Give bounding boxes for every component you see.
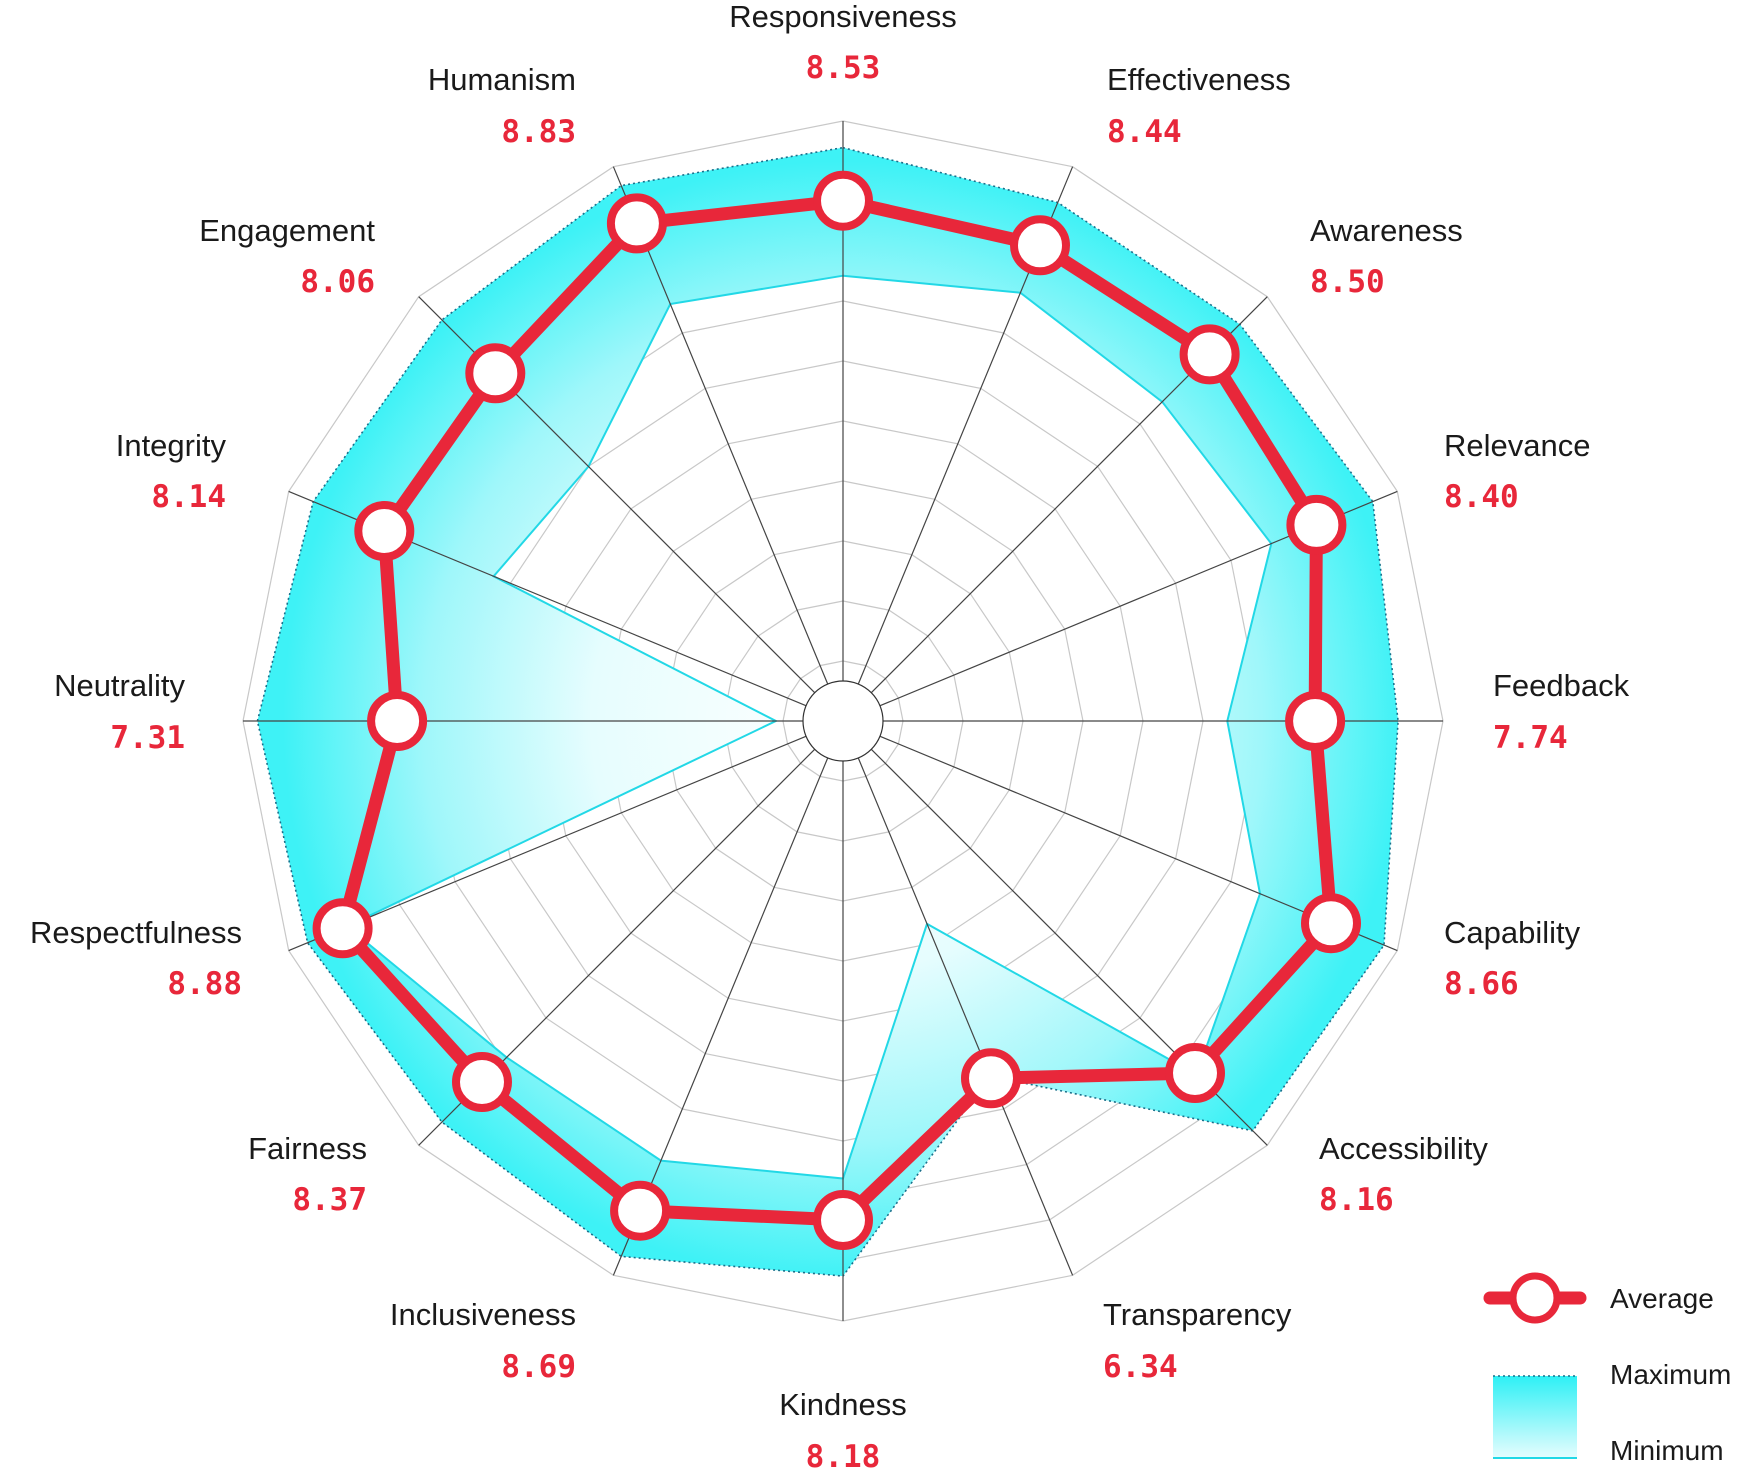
spoke-transparency [857, 757, 1074, 1276]
average-point-feedback [1285, 691, 1346, 751]
average-point-relevance [1286, 494, 1347, 555]
value-label-awareness: 8.50 [1310, 264, 1385, 300]
axis-labels: Responsiveness 8.53 Effectiveness 8.44 Aware… [30, 0, 1630, 1475]
value-label-feedback: 7.74 [1493, 720, 1568, 756]
average-point-capability [1301, 893, 1361, 954]
axis-label-kindness: Kindness [779, 1387, 907, 1422]
axis-label-fairness: Fairness [248, 1131, 367, 1166]
axis-label-transparency: Transparency [1103, 1297, 1292, 1332]
average-point-responsiveness [813, 170, 873, 231]
average-point-inclusiveness [610, 1180, 671, 1241]
average-point-effectiveness [1010, 215, 1070, 276]
average-point-respectfulness [312, 898, 373, 959]
value-label-humanism: 8.83 [501, 114, 576, 150]
axis-label-responsiveness: Responsiveness [729, 0, 956, 34]
axis-label-humanism: Humanism [428, 62, 576, 97]
legend-band-swatch [1493, 1376, 1577, 1458]
average-point-neutrality [367, 691, 428, 751]
value-label-capability: 8.66 [1444, 966, 1519, 1002]
axis-label-inclusiveness: Inclusiveness [390, 1297, 576, 1332]
axis-label-capability: Capability [1444, 915, 1581, 950]
axis-label-accessibility: Accessibility [1319, 1131, 1488, 1166]
axis-label-integrity: Integrity [116, 428, 227, 463]
average-point-awareness [1179, 324, 1240, 385]
value-label-engagement: 8.06 [300, 264, 375, 300]
average-point-accessibility [1165, 1043, 1225, 1103]
axis-label-awareness: Awareness [1310, 213, 1463, 248]
value-label-respectfulness: 8.88 [167, 966, 242, 1002]
axis-label-feedback: Feedback [1493, 668, 1630, 703]
average-point-fairness [452, 1052, 512, 1112]
series-layer [312, 170, 1361, 1250]
legend-average-marker [1509, 1272, 1561, 1324]
average-point-humanism [606, 193, 667, 254]
average-point-kindness [813, 1190, 873, 1250]
axis-label-respectfulness: Respectfulness [30, 915, 242, 950]
average-point-transparency [961, 1048, 1021, 1109]
value-label-integrity: 8.14 [151, 479, 226, 515]
value-label-responsiveness: 8.53 [806, 50, 881, 86]
value-label-effectiveness: 8.44 [1107, 114, 1182, 150]
axis-label-engagement: Engagement [199, 213, 375, 248]
value-label-inclusiveness: 8.69 [501, 1349, 576, 1385]
legend: Average Maximum Minimum [1483, 1272, 1731, 1466]
average-point-integrity [354, 501, 415, 561]
center-hub [802, 680, 884, 762]
axis-label-relevance: Relevance [1444, 428, 1590, 463]
average-point-engagement [465, 343, 526, 404]
legend-label-minimum: Minimum [1610, 1435, 1724, 1466]
spoke-respectfulness [288, 735, 807, 952]
value-label-kindness: 8.18 [806, 1439, 881, 1475]
value-label-fairness: 8.37 [292, 1182, 367, 1218]
axis-label-neutrality: Neutrality [54, 668, 185, 703]
legend-label-maximum: Maximum [1610, 1359, 1731, 1390]
value-label-neutrality: 7.31 [110, 720, 185, 756]
axis-label-effectiveness: Effectiveness [1107, 62, 1291, 97]
value-label-transparency: 6.34 [1103, 1349, 1178, 1385]
value-label-accessibility: 8.16 [1319, 1182, 1394, 1218]
spoke-humanism [612, 166, 829, 685]
value-label-relevance: 8.40 [1444, 479, 1519, 515]
legend-label-average: Average [1610, 1283, 1714, 1314]
